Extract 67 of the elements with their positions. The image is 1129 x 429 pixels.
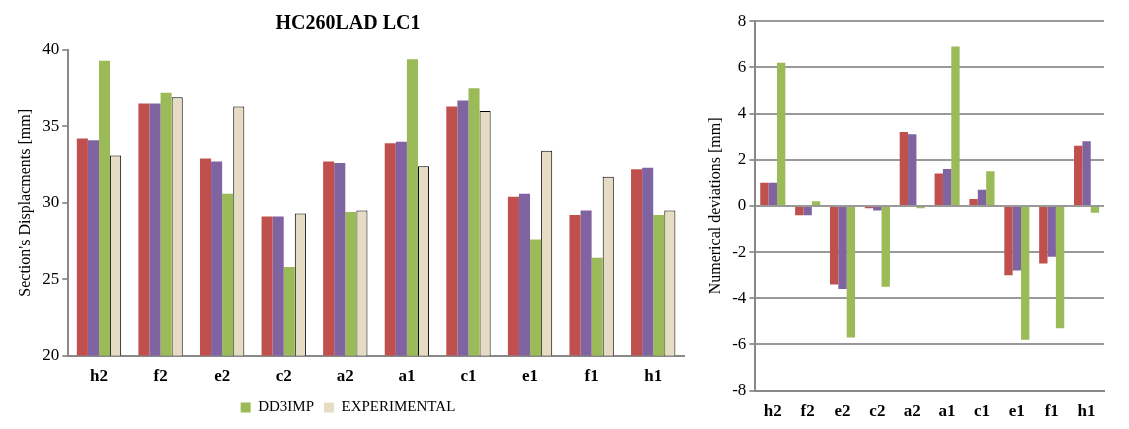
x-tick-label: h2 xyxy=(90,366,108,386)
y-tick-label: 40 xyxy=(42,39,60,59)
x-tick-label: h2 xyxy=(763,401,782,421)
y-axis-title: Section's Displacments [mm] xyxy=(15,108,34,297)
legend-label: DD3IMP xyxy=(258,398,315,415)
bar xyxy=(803,206,812,216)
x-tick-label: h1 xyxy=(1077,401,1096,421)
y-tick-label: -2 xyxy=(732,241,747,261)
bar xyxy=(846,206,856,338)
bar xyxy=(977,189,987,205)
y-tick-label: 20 xyxy=(42,345,60,365)
y-tick-label: 0 xyxy=(737,195,747,215)
bar xyxy=(1021,206,1030,340)
y-tick-label: 4 xyxy=(737,103,747,123)
bar xyxy=(986,171,995,205)
bar xyxy=(873,206,882,211)
x-tick-label: f1 xyxy=(584,366,599,386)
bar xyxy=(899,132,909,205)
y-tick-label: -8 xyxy=(732,380,747,400)
bar xyxy=(881,206,890,287)
y-tick-label: -4 xyxy=(732,287,747,307)
bar xyxy=(934,173,943,205)
x-tick-label: h1 xyxy=(644,366,663,386)
bar xyxy=(1012,206,1022,271)
bar xyxy=(1090,206,1100,213)
x-tick-label: e2 xyxy=(214,366,231,386)
x-tick-label: a2 xyxy=(903,401,921,421)
x-tick-label: e1 xyxy=(522,366,539,386)
bar xyxy=(795,206,804,216)
bar xyxy=(1004,206,1013,276)
y-axis-title: Numerical deviations [mm] xyxy=(705,117,723,295)
y-tick-label: 2 xyxy=(737,149,747,169)
bar xyxy=(942,168,952,205)
bar xyxy=(811,201,821,205)
bar xyxy=(829,206,839,285)
bar xyxy=(1047,206,1056,257)
y-tick-label: 30 xyxy=(42,192,60,212)
y-tick-label: 25 xyxy=(42,268,60,288)
bar xyxy=(908,134,917,205)
x-tick-label: a1 xyxy=(398,366,416,386)
x-tick-label: c2 xyxy=(275,366,292,386)
chart-title: HC260LAD LC1 xyxy=(275,11,421,34)
bar xyxy=(776,62,786,205)
legend-label: EXPERIMENTAL xyxy=(341,398,456,415)
bar xyxy=(1055,206,1065,329)
bar xyxy=(838,206,847,290)
x-tick-label: f2 xyxy=(800,401,815,421)
x-tick-label: a2 xyxy=(336,366,354,386)
y-tick-label: 6 xyxy=(737,56,747,76)
bar xyxy=(969,198,978,205)
bar xyxy=(760,182,769,205)
x-tick-label: c2 xyxy=(869,401,886,421)
y-tick-label: -6 xyxy=(732,333,747,353)
bar xyxy=(1039,206,1048,264)
y-tick-label: 35 xyxy=(42,115,60,135)
x-tick-label: f1 xyxy=(1044,401,1059,421)
bar xyxy=(768,182,777,205)
x-tick-label: c1 xyxy=(973,401,990,421)
bar xyxy=(1074,145,1083,205)
bar xyxy=(951,46,960,205)
x-tick-label: a1 xyxy=(938,401,956,421)
x-tick-label: e1 xyxy=(1008,401,1025,421)
y-tick-label: 8 xyxy=(737,10,747,30)
x-tick-label: c1 xyxy=(460,366,477,386)
bar xyxy=(1082,141,1091,205)
x-tick-label: e2 xyxy=(834,401,851,421)
x-tick-label: f2 xyxy=(153,366,168,386)
